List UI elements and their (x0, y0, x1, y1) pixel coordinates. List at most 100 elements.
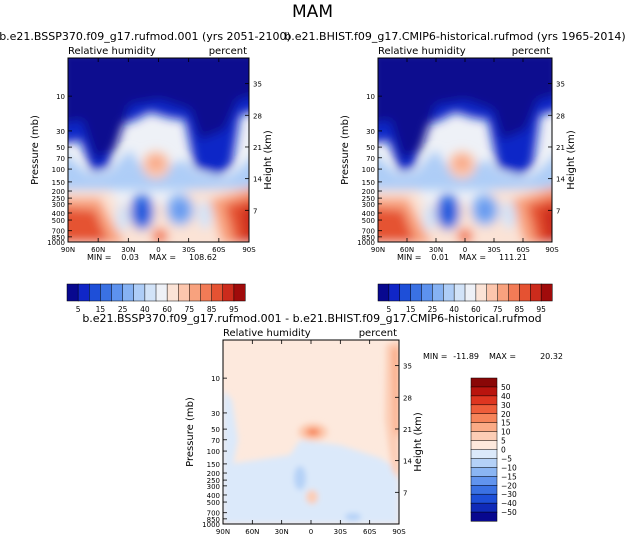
panel-left-ytick-label: 10 (56, 93, 65, 101)
panel-diff-xtick-label: 90S (392, 528, 406, 536)
panel-left-xtick-label: 60S (212, 246, 226, 254)
panel-left-height-tick-label: 7 (253, 207, 257, 215)
panel-right-ytick-label: 70 (366, 155, 375, 163)
panel-diff-ylabel-right: Height (km) (413, 412, 424, 472)
panel-right-xtick-label: 60N (400, 246, 414, 254)
panel-right-ytick-label: 50 (366, 144, 375, 152)
colorbar-right-level-label: 75 (493, 305, 503, 314)
panel-left-ytick-label: 1000 (47, 239, 65, 247)
colorbar-left-level-label: 15 (96, 305, 106, 314)
panel-diff-ytick-label: 10 (211, 375, 220, 383)
colorbar-diff-level-label: −20 (501, 481, 517, 490)
panel-diff-units-label: percent (359, 328, 397, 339)
colorbar-diff-swatch (470, 476, 498, 486)
panel-left-units-label: percent (209, 46, 247, 57)
panel-right-max-label: MAX = (459, 253, 486, 262)
panel-diff-height-tick-label: 35 (403, 363, 412, 371)
colorbar-diff-swatch (470, 458, 498, 468)
panel-left-max-value: 108.62 (189, 253, 217, 262)
colorbar-right-swatch (486, 283, 499, 302)
panel-right-min-value: 0.01 (431, 253, 449, 262)
colorbar-diff-swatch (470, 511, 498, 522)
panel-diff-xtick-label: 30S (334, 528, 348, 536)
panel-left-xtick-label: 90N (61, 246, 75, 254)
panel-diff-max-label: MAX = (489, 352, 516, 361)
colorbar-left-level-label: 85 (207, 305, 217, 314)
panel-diff-max-value: 20.32 (540, 352, 563, 361)
panel-left-field (68, 58, 249, 242)
colorbar-right-level-label: 95 (536, 305, 546, 314)
panel-diff-height-tick-label: 21 (403, 426, 412, 434)
colorbar-right-swatch (432, 283, 444, 302)
colorbar-diff-swatch (470, 467, 498, 477)
colorbar-diff-level-label: 40 (501, 392, 511, 401)
panel-left-ytick-label: 150 (52, 179, 65, 187)
colorbar-left-swatch (233, 283, 246, 302)
colorbar-right-level-label: 40 (449, 305, 459, 314)
panel-right-xtick-label: 90S (545, 246, 559, 254)
colorbar-left-level-label: 95 (229, 305, 239, 314)
panel-diff-variable-label: Relative humidity (223, 328, 311, 339)
panel-left-ylabel: Pressure (mb) (30, 115, 41, 185)
panel-left-variable-label: Relative humidity (68, 46, 156, 57)
panel-left-xtick-label: 0 (156, 246, 160, 254)
colorbar-diff-level-label: 20 (501, 410, 511, 419)
panel-diff-title: b.e21.BSSP370.f09_g17.rufmod.001 - b.e21… (82, 312, 541, 325)
panel-right-xtick-label: 30S (487, 246, 501, 254)
panel-right-xtick-label: 60S (516, 246, 530, 254)
panel-diff-min-value: -11.89 (453, 352, 479, 361)
panel-right-ytick-label: 100 (362, 166, 375, 174)
panel-left-ytick-label: 100 (52, 166, 65, 174)
colorbar-right-level-label: 85 (515, 305, 525, 314)
panel-diff-ytick-label: 50 (211, 426, 220, 434)
colorbar-left-swatch (100, 283, 113, 302)
colorbar-right-level-label: 25 (428, 305, 438, 314)
panel-right-ytick-label: 300 (362, 201, 375, 209)
colorbar-left-swatch (89, 283, 101, 302)
panel-left-ytick-label: 850 (52, 234, 65, 242)
colorbar-diff-swatch (470, 422, 498, 433)
colorbar-left: 5 15 25 40 60 75 85 95 (66, 283, 246, 314)
panel-right-ytick-label: 500 (362, 217, 375, 225)
colorbar-diff-level-label: 10 (501, 428, 511, 437)
panel-diff-ytick-label: 150 (207, 461, 220, 469)
panel-diff-height-tick-label: 14 (403, 458, 412, 466)
panel-right-variable-label: Relative humidity (378, 46, 466, 57)
panel-left-ytick-label: 200 (52, 188, 65, 196)
colorbar-right-swatch (519, 283, 531, 302)
colorbar-right-level-label: 5 (386, 305, 391, 314)
panel-diff-ytick-label: 850 (207, 516, 220, 524)
panel-left-height-tick-label: 35 (253, 81, 262, 89)
panel-left-ytick-label: 700 (52, 228, 65, 236)
panel-left-xtick-label: 60N (91, 246, 105, 254)
panel-left-min-value: 0.03 (121, 253, 139, 262)
panel-left-ytick-label: 400 (52, 210, 65, 218)
colorbar-right-swatch (443, 283, 455, 302)
colorbar-left-swatch (155, 283, 168, 302)
panel-diff-ytick-label: 700 (207, 510, 220, 518)
colorbar-right: 5 15 25 40 60 75 85 95 (377, 283, 553, 314)
panel-right-ylabel-right: Height (km) (566, 130, 577, 190)
panel-diff-xtick-label: 90N (216, 528, 230, 536)
panel-diff-min-label: MIN = (423, 352, 448, 361)
colorbar-right-swatch (508, 283, 520, 302)
panel-diff-ytick-label: 1000 (202, 521, 220, 529)
colorbar-diff-swatch (470, 493, 498, 504)
colorbar-right-swatch (497, 283, 510, 302)
panel-right-xtick-label: 30N (429, 246, 443, 254)
colorbar-diff-swatch (470, 431, 498, 442)
colorbar-diff-swatch (470, 449, 498, 459)
panel-right-height-tick-label: 14 (556, 176, 565, 184)
panel-right-height-tick-label: 7 (556, 207, 560, 215)
colorbar-left-swatch (66, 283, 79, 302)
colorbar-diff-swatch (470, 386, 498, 397)
colorbar-left-swatch (178, 283, 190, 302)
colorbar-left-swatch (133, 283, 146, 302)
colorbar-diff-level-label: −40 (501, 499, 517, 508)
colorbar-right-level-label: 15 (406, 305, 416, 314)
panel-right-field (378, 58, 552, 242)
panel-right-xtick-label: 90N (371, 246, 385, 254)
colorbar-left-level-label: 60 (162, 305, 172, 314)
panel-diff-ytick-label: 500 (207, 499, 220, 507)
